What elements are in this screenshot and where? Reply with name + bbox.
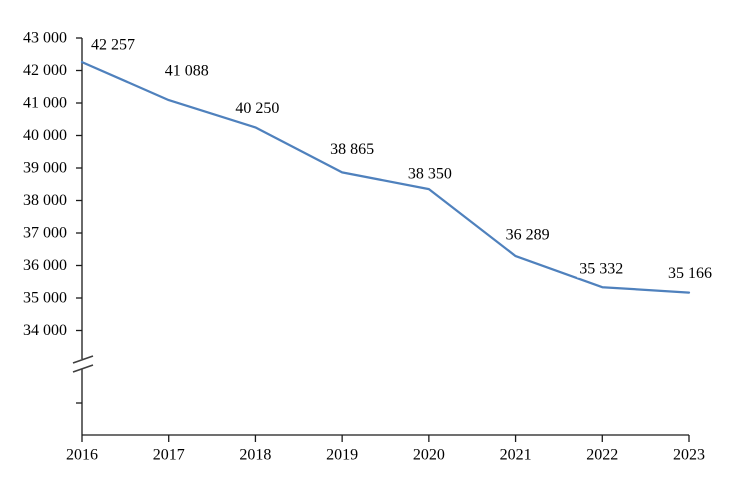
data-label-background (503, 226, 552, 244)
y-axis-tick-label: 43 000 (23, 30, 67, 47)
y-axis-tick-label: 35 000 (23, 290, 67, 307)
x-axis-tick-label: 2016 (66, 447, 98, 464)
data-label-background (666, 265, 714, 283)
data-label: 38 865 (330, 141, 374, 158)
data-label-background (577, 260, 626, 278)
axis-break-slash-1 (72, 355, 94, 364)
x-axis-tick-label: 2017 (153, 447, 185, 464)
data-label: 38 350 (408, 166, 452, 183)
y-axis-tick-label: 36 000 (23, 257, 67, 274)
data-label-background (233, 99, 282, 117)
x-axis-tick-label: 2021 (500, 447, 532, 464)
data-label-background (162, 62, 211, 80)
series-line (80, 60, 691, 294)
data-label: 35 332 (579, 261, 623, 278)
data-label: 35 166 (668, 265, 712, 282)
data-label: 42 257 (91, 37, 135, 54)
data-label-background (328, 140, 377, 158)
data-label: 40 250 (235, 100, 279, 117)
x-axis-tick-label: 2019 (326, 447, 358, 464)
y-axis-tick-label: 39 000 (23, 160, 67, 177)
y-axis-tick-label: 42 000 (23, 62, 67, 79)
data-label-background (89, 36, 137, 54)
y-axis-tick-label: 38 000 (23, 192, 67, 209)
y-axis-tick-label: 41 000 (23, 95, 67, 112)
data-label: 36 289 (506, 227, 550, 244)
y-axis-tick-label: 40 000 (23, 127, 67, 144)
x-axis-tick-label: 2022 (586, 447, 618, 464)
x-axis-tick-label: 2023 (673, 447, 705, 464)
y-axis-tick-label: 37 000 (23, 225, 67, 242)
x-axis-tick-label: 2020 (413, 447, 445, 464)
data-label: 41 088 (165, 63, 209, 80)
data-label-background (405, 165, 454, 183)
x-axis-tick-label: 2018 (239, 447, 271, 464)
axis-break-slash-2 (72, 364, 94, 373)
y-axis-tick-label: 34 000 (23, 322, 67, 339)
